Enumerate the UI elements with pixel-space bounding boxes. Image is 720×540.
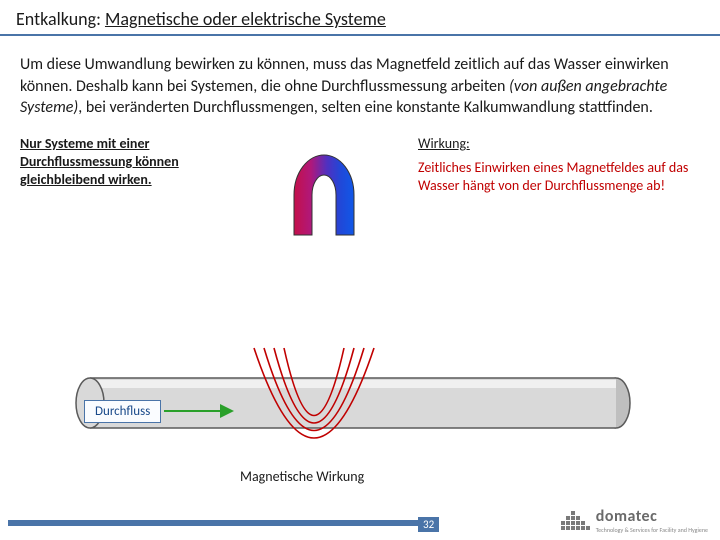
wirkung-title: Wirkung:	[418, 135, 700, 153]
durchfluss-label: Durchfluss	[84, 400, 161, 423]
logo-text-wrap: domatec Technology & Services for Facili…	[596, 507, 708, 534]
flow-arrow-head	[220, 404, 234, 418]
left-note: Nur Systeme mit einer Durchflussmessung …	[20, 135, 230, 190]
logo-icon	[561, 511, 590, 530]
pipe-diagram: Durchfluss Magnetische Wirkung	[70, 328, 650, 468]
magnetische-wirkung-label: Magnetische Wirkung	[240, 468, 364, 485]
flow-arrow-line	[164, 410, 224, 412]
title-underlined: Magnetische oder elektrische Systeme	[105, 8, 386, 30]
paragraph-part2: , bei veränderten Durchflussmengen, selt…	[78, 98, 653, 117]
logo-subtitle: Technology & Services for Facility and H…	[596, 526, 708, 534]
logo-text: domatec	[596, 507, 658, 526]
magnet-diagram-top	[244, 135, 404, 250]
slide-title: Entkalkung: Magnetische oder elektrische…	[0, 0, 720, 36]
footer: 32 domatec Technology & Services for Fac…	[0, 506, 720, 540]
wirkung-note: Wirkung: Zeitliches Einwirken eines Magn…	[418, 135, 700, 196]
mid-row: Nur Systeme mit einer Durchflussmessung …	[0, 129, 720, 250]
wirkung-body: Zeitliches Einwirken eines Magnetfeldes …	[418, 159, 688, 194]
main-paragraph: Um diese Umwandlung bewirken zu können, …	[0, 36, 720, 129]
footer-bar	[8, 520, 428, 526]
title-prefix: Entkalkung:	[16, 8, 105, 30]
page-number: 32	[418, 517, 439, 532]
logo: domatec Technology & Services for Facili…	[561, 507, 708, 534]
